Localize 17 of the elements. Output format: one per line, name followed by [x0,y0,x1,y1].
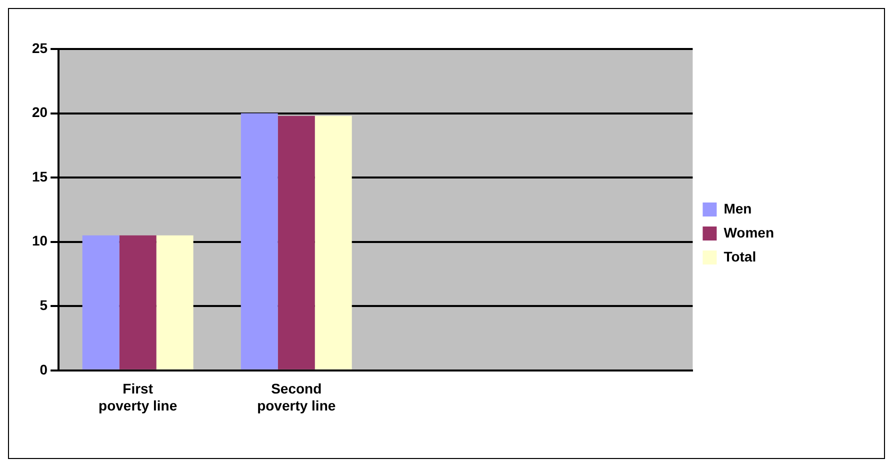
bar [278,116,315,370]
bar [240,113,278,370]
y-tick-label: 20 [32,104,48,120]
legend-label: Women [724,224,774,240]
bar [156,235,194,370]
legend-label: Total [724,248,756,264]
y-tick-label: 15 [32,168,48,184]
bar [82,235,120,370]
bar [119,235,156,370]
y-tick-label: 5 [40,296,48,313]
y-tick-label: 10 [32,232,48,249]
y-tick-label: 0 [40,361,48,378]
legend-label: Men [724,200,752,216]
x-tick-label: Second poverty line [257,380,336,414]
x-tick-label: First poverty line [98,380,178,414]
y-tick-label: 25 [32,40,48,56]
bar [314,116,352,370]
